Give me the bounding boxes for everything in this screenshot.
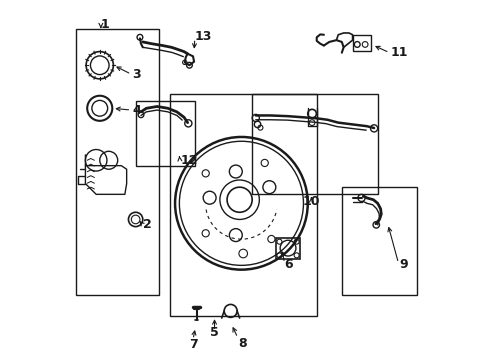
Text: 13: 13 <box>195 30 212 43</box>
Bar <box>136 101 195 166</box>
Bar <box>353 35 370 51</box>
Text: 2: 2 <box>143 218 151 231</box>
Text: 1: 1 <box>101 18 110 31</box>
Text: 8: 8 <box>238 337 246 350</box>
Text: 4: 4 <box>132 104 141 117</box>
Text: 10: 10 <box>303 195 320 208</box>
Text: 6: 6 <box>285 258 293 271</box>
Text: 11: 11 <box>390 46 408 59</box>
Bar <box>76 30 159 295</box>
Text: 9: 9 <box>399 258 408 271</box>
Bar <box>342 187 417 295</box>
Text: 7: 7 <box>189 338 197 351</box>
Circle shape <box>92 100 108 116</box>
Bar <box>252 94 378 194</box>
Text: 5: 5 <box>210 326 219 339</box>
Text: 12: 12 <box>180 154 198 167</box>
Bar <box>170 94 317 316</box>
Text: 3: 3 <box>132 68 141 81</box>
Bar <box>276 238 300 258</box>
